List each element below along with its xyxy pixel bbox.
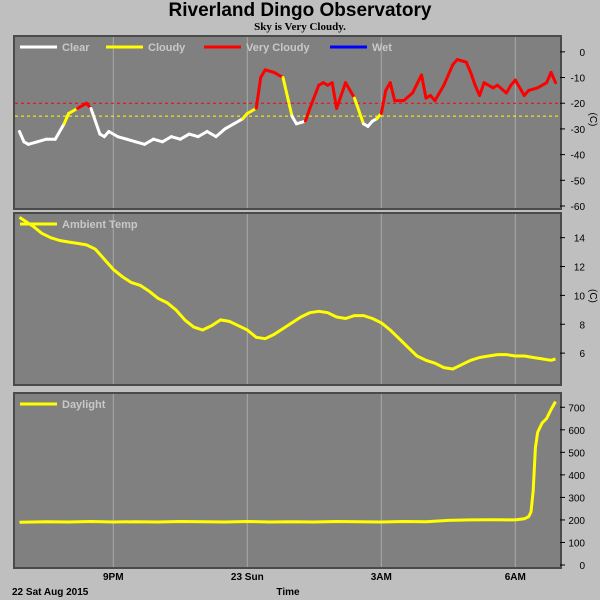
x-tick-label: 6AM <box>505 572 526 583</box>
sky-temp-segment <box>527 86 540 92</box>
sky-temp-segment <box>308 83 321 110</box>
y-tick-label-sky: 0 <box>579 48 585 59</box>
sky-temp-segment <box>478 81 486 98</box>
sky-temp-segment <box>125 137 138 144</box>
sky-temp-segment <box>143 137 155 146</box>
y-tick-label-daylight: 500 <box>568 448 585 459</box>
sky-temp-segment <box>513 78 526 98</box>
sky-temp-segment <box>214 127 227 139</box>
sky-temp-segment <box>464 60 473 74</box>
legend-label: Ambient Temp <box>62 219 138 231</box>
sky-temp-segment <box>281 76 294 118</box>
sky-temp-segment <box>254 76 263 110</box>
sky-temp-segment <box>411 73 424 95</box>
x-tick-label: 3AM <box>371 572 392 583</box>
sky-temp-segment <box>482 81 495 90</box>
y-tick-label-sky: -10 <box>571 74 586 85</box>
y-tick-label-sky: -30 <box>571 125 586 136</box>
y-tick-label-ambient-temp: 8 <box>579 320 585 331</box>
series-line-daylight <box>19 400 557 524</box>
sky-temp-segment <box>232 117 245 126</box>
y-axis-label-ambient-temp: (C) <box>587 289 598 303</box>
chart-subtitle: Sky is Very Cloudy. <box>254 21 346 33</box>
sky-temp-segment <box>62 112 71 126</box>
sky-temp-segment <box>116 135 129 141</box>
legend-label: Cloudy <box>148 42 186 54</box>
x-axis-date-label: 22 Sat Aug 2015 <box>12 587 89 598</box>
sky-temp-segment <box>420 73 428 100</box>
sky-temp-segment <box>335 81 348 110</box>
x-tick-label: 23 Sun <box>231 572 264 583</box>
y-tick-label-sky: -60 <box>571 202 586 213</box>
x-axis-title: Time <box>276 587 300 598</box>
sky-temp-segment <box>469 70 477 87</box>
sky-temp-segment <box>205 129 218 139</box>
panel-background-ambient-temp <box>15 214 560 384</box>
y-tick-label-daylight: 700 <box>568 403 585 414</box>
y-tick-label-daylight: 600 <box>568 426 585 437</box>
sky-temp-segment <box>178 132 191 141</box>
y-tick-label-sky: -50 <box>571 176 586 187</box>
y-tick-label-daylight: 100 <box>568 538 585 549</box>
chart-title: Riverland Dingo Observatory <box>168 0 432 21</box>
y-tick-label-ambient-temp: 12 <box>574 263 586 274</box>
sky-temp-segment <box>107 129 120 139</box>
y-axis-label-sky: (C) <box>587 113 598 127</box>
sky-temp-segment <box>344 81 357 100</box>
sky-temp-segment <box>160 135 173 144</box>
sky-temp-segment <box>536 81 549 90</box>
sky-temp-segment <box>187 132 200 139</box>
sky-temp-segment <box>353 96 365 126</box>
y-tick-label-sky: -40 <box>571 151 586 162</box>
legend-label: Clear <box>62 42 90 54</box>
y-tick-label-daylight: 300 <box>568 493 585 504</box>
y-tick-label-daylight: 400 <box>568 471 585 482</box>
sky-temp-segment <box>442 63 455 87</box>
sky-temp-segment <box>455 58 468 64</box>
sky-temp-segment <box>495 83 508 95</box>
legend-label: Wet <box>372 42 392 54</box>
sky-temp-segment <box>379 88 388 116</box>
y-tick-label-ambient-temp: 14 <box>574 234 586 245</box>
sky-temp-segment <box>89 106 102 136</box>
sky-temp-segment <box>196 129 209 139</box>
sky-temp-segment <box>272 70 285 80</box>
panel-background-daylight <box>15 394 560 567</box>
sky-temp-segment <box>330 81 339 110</box>
series-line-ambient-temp <box>18 216 556 371</box>
y-tick-label-sky: -20 <box>571 99 586 110</box>
sky-temp-segment <box>151 137 164 144</box>
sky-temp-segment <box>26 140 39 146</box>
sky-temp-segment <box>263 68 276 74</box>
sky-temp-segment <box>35 137 48 144</box>
sky-temp-segment <box>549 70 558 85</box>
sky-temp-segment <box>53 122 66 141</box>
sky-temp-segment <box>294 119 307 126</box>
sky-temp-segment <box>245 106 258 116</box>
y-tick-label-daylight: 200 <box>568 516 585 527</box>
legend-label: Very Cloudy <box>246 42 310 54</box>
sky-temp-segment <box>134 140 147 146</box>
sky-temp-segment <box>402 91 415 103</box>
sky-temp-segment <box>223 122 236 131</box>
sky-temp-segment <box>169 135 182 141</box>
sky-temp-segment <box>303 106 312 123</box>
legend-label: Daylight <box>62 399 106 411</box>
y-tick-label-daylight: 0 <box>579 561 585 572</box>
sky-temp-segment <box>67 106 80 116</box>
y-tick-label-ambient-temp: 10 <box>574 291 586 302</box>
sky-temp-segment <box>433 83 446 103</box>
y-tick-label-ambient-temp: 6 <box>579 349 585 360</box>
sky-temp-segment <box>76 101 88 110</box>
x-tick-label: 9PM <box>103 572 124 583</box>
sky-temp-segment <box>388 81 397 103</box>
sky-temp-segment <box>17 129 26 144</box>
